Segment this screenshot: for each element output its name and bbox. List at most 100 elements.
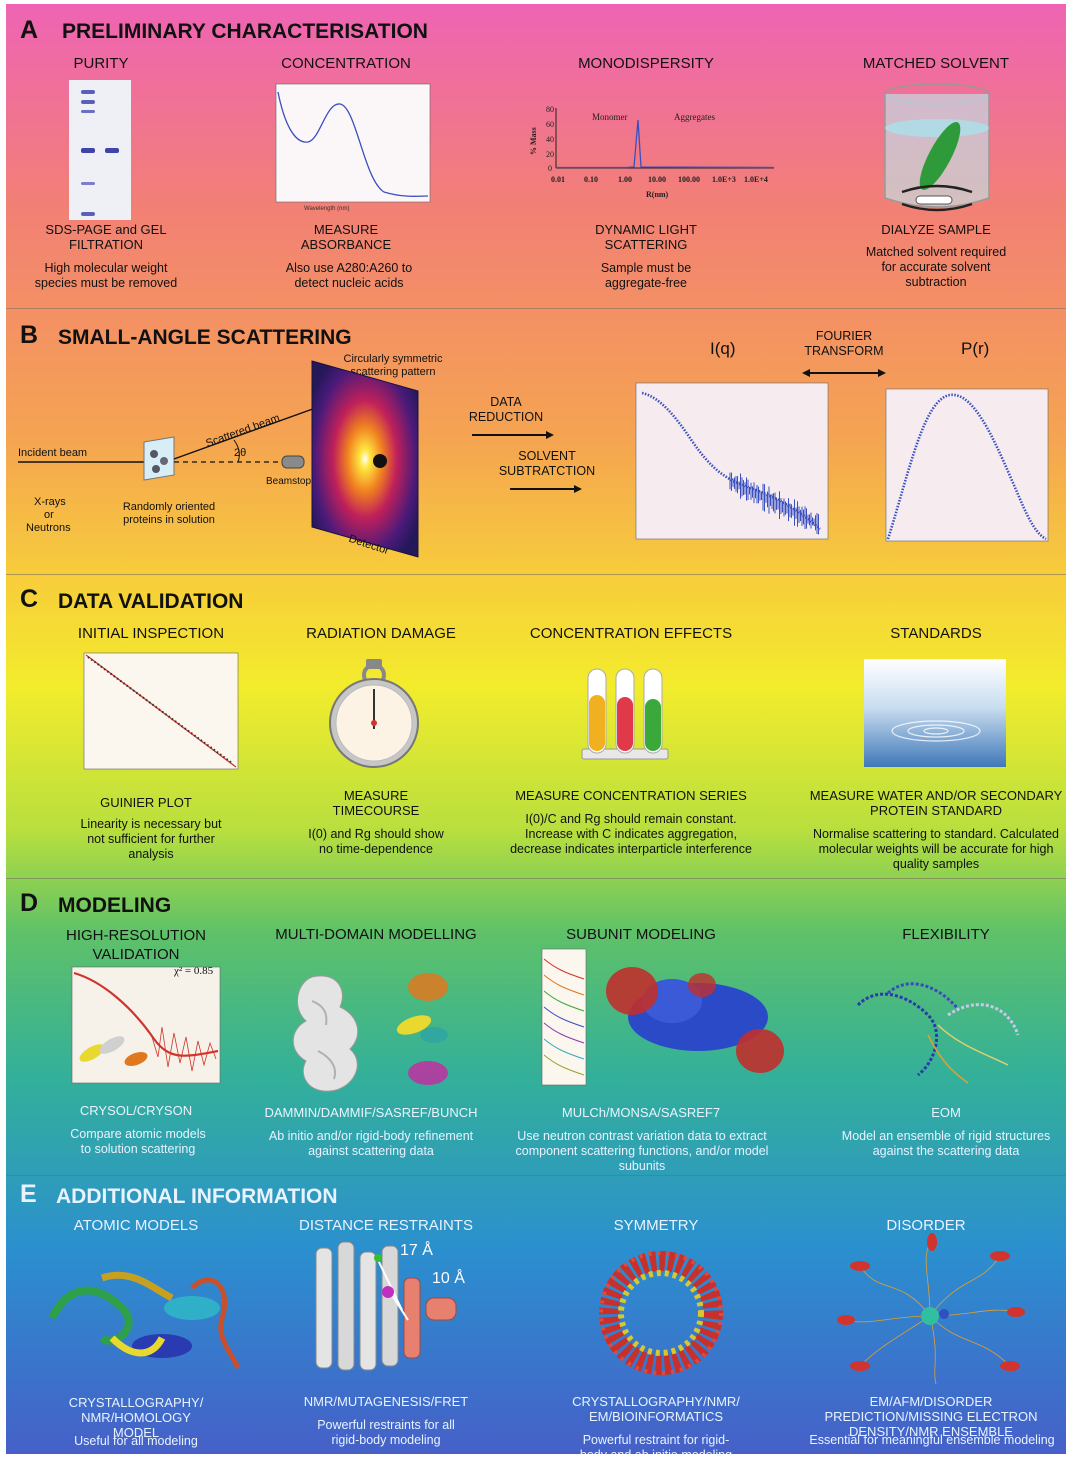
col-title-multi-domain-modelling: MULTI-DOMAIN MODELLING xyxy=(275,926,477,943)
svg-text:Wavelength (nm): Wavelength (nm) xyxy=(304,206,349,212)
stopwatch-icon xyxy=(329,659,419,768)
atomic-models-method: CRYSTALLOGRAPHY/ NMR/HOMOLOGY MODEL xyxy=(68,1395,204,1440)
section-e: E ADDITIONAL INFORMATION ATOMIC MODELS D… xyxy=(6,1176,1066,1454)
distance-10-label: 10 Å xyxy=(432,1270,465,1287)
domain-cartoon xyxy=(396,973,448,1085)
distance-restraints-method: NMR/MUTAGENESIS/FRET xyxy=(303,1394,469,1409)
section-divider xyxy=(6,308,1066,309)
two-theta-label: 2θ xyxy=(234,447,247,459)
col-title-monodispersity: MONODISPERSITY xyxy=(578,55,714,72)
section-divider xyxy=(6,574,1066,575)
dammin-desc: Ab initio and/or rigid-body refinement a… xyxy=(268,1129,474,1158)
col-title-symmetry: SYMMETRY xyxy=(613,1217,699,1234)
dammin-model xyxy=(292,975,359,1092)
dls-xlabel: R(nm) xyxy=(646,190,669,199)
symmetry-desc: Powerful restraint for rigid-body and ab… xyxy=(580,1433,732,1454)
col-title-purity: PURITY xyxy=(73,55,129,72)
flexibility-ensemble xyxy=(856,982,1020,1084)
concentration-effects-method: MEASURE CONCENTRATION SERIES xyxy=(515,788,747,803)
col-title-concentration-effects: CONCENTRATION EFFECTS xyxy=(529,625,733,642)
pr-label: P(r) xyxy=(961,339,990,358)
col-title-initial-inspection: INITIAL INSPECTION xyxy=(77,625,225,642)
section-letter: A xyxy=(20,16,39,44)
section-title: DATA VALIDATION xyxy=(58,590,244,613)
col-title-standards: STANDARDS xyxy=(890,625,982,642)
section-title: MODELING xyxy=(58,894,172,917)
fourier-transform-label: FOURIER TRANSFORM xyxy=(804,329,884,358)
figure-panel: A PRELIMINARY CHARACTERISATION PURITY CO… xyxy=(6,4,1066,1454)
eom-desc: Model an ensemble of rigid structures ag… xyxy=(841,1129,1051,1158)
dammin-method: DAMMIN/DAMMIF/SASREF/BUNCH xyxy=(264,1105,478,1120)
col-title-disorder: DISORDER xyxy=(886,1217,966,1234)
dls-xtick: 100.00 xyxy=(678,175,700,184)
radiation-damage-method: MEASURE TIMECOURSE xyxy=(332,788,420,818)
disorder-method: EM/AFM/DISORDER PREDICTION/MISSING ELECT… xyxy=(824,1394,1038,1439)
or-label: or xyxy=(44,509,54,521)
col-title-radiation-damage: RADIATION DAMAGE xyxy=(306,625,456,642)
beaker-image xyxy=(884,83,990,212)
subunit-complex-model xyxy=(606,967,784,1073)
section-letter: E xyxy=(20,1180,37,1208)
solvent-subtraction-label: SOLVENT SUBTRATCTION xyxy=(498,449,596,478)
concentration-effects-desc: I(0)/C and Rg should remain constant. In… xyxy=(510,812,752,856)
dls-xtick: 1.0E+3 xyxy=(712,175,736,184)
dls-xtick: 0.10 xyxy=(584,175,598,184)
section-title: ADDITIONAL INFORMATION xyxy=(56,1185,338,1208)
section-b: B SMALL-ANGLE SCATTERING Incident beam X… xyxy=(6,309,1066,574)
section-c: C DATA VALIDATION INITIAL INSPECTION RAD… xyxy=(6,575,1066,878)
section-d: D MODELING HIGH-RESOLUTION VALIDATION MU… xyxy=(6,879,1066,1175)
eom-method: EOM xyxy=(931,1105,961,1120)
dls-ytick: 80 xyxy=(546,105,554,114)
crysol-desc: Compare atomic models to solution scatte… xyxy=(70,1127,206,1156)
iq-label: I(q) xyxy=(710,339,736,358)
white-helices xyxy=(315,1241,399,1371)
incident-beam-label: Incident beam xyxy=(18,447,88,459)
contrast-series-plot xyxy=(541,948,587,1086)
circular-pattern-label: Circularly symmetric scattering pattern xyxy=(343,353,443,378)
chi-square-label: χ² = 0.85 xyxy=(174,965,214,977)
dls-ylabel: % Mass xyxy=(529,127,538,155)
section-letter: B xyxy=(20,321,39,349)
mulch-method: MULCh/MONSA/SASREF7 xyxy=(561,1105,721,1120)
section-letter: C xyxy=(20,585,39,613)
pr-plot xyxy=(885,388,1049,542)
concentration-desc: Also use A280:A260 to detect nucleic aci… xyxy=(285,261,413,290)
section-letter: D xyxy=(20,889,39,917)
monodispersity-desc: Sample must be aggregate-free xyxy=(600,261,692,290)
mulch-desc: Use neutron contrast variation data to e… xyxy=(515,1129,769,1173)
dls-ytick: 60 xyxy=(546,120,554,129)
dls-ytick: 40 xyxy=(546,135,554,144)
col-title-matched-solvent: MATCHED SOLVENT xyxy=(862,55,1010,72)
col-title-concentration: CONCENTRATION xyxy=(281,55,411,72)
symmetry-method: CRYSTALLOGRAPHY/NMR/ EM/BIOINFORMATICS xyxy=(572,1394,740,1424)
standards-method: MEASURE WATER AND/OR SECONDARY PROTEIN S… xyxy=(809,788,1063,818)
purity-desc: High molecular weight species must be re… xyxy=(34,261,178,290)
disorder-ensemble xyxy=(837,1233,1025,1385)
detector-image xyxy=(311,360,419,558)
col-title-distance-restraints: DISTANCE RESTRAINTS xyxy=(299,1217,473,1234)
concentration-method: MEASURE ABSORBANCE xyxy=(300,222,392,252)
neutrons-label: Neutrons xyxy=(26,522,71,534)
xrays-label: X-rays xyxy=(34,496,66,508)
crysol-fit-plot xyxy=(71,966,221,1084)
dls-xtick: 0.01 xyxy=(551,175,565,184)
crysol-method: CRYSOL/CRYSON xyxy=(79,1103,193,1118)
dls-ytick: 0 xyxy=(548,164,552,173)
scattering-geometry xyxy=(18,393,354,481)
dls-ytick: 20 xyxy=(546,150,554,159)
dls-xtick: 1.0E+4 xyxy=(744,175,768,184)
distance-17-label: 17 Å xyxy=(400,1242,433,1259)
data-reduction-label: DATA REDUCTION xyxy=(468,395,544,424)
random-proteins-label: Randomly oriented proteins in solution xyxy=(122,501,216,526)
symmetry-ring-model xyxy=(599,1251,723,1375)
dls-xtick: 1.00 xyxy=(618,175,632,184)
matched-solvent-desc: Matched solvent required for accurate so… xyxy=(865,245,1007,289)
distance-restraints-desc: Powerful restraints for all rigid-body m… xyxy=(317,1418,455,1447)
col-title-atomic-models: ATOMIC MODELS xyxy=(73,1217,199,1234)
beamstop-label: Beamstop xyxy=(266,476,312,487)
matched-solvent-method: DIALYZE SAMPLE xyxy=(881,222,991,237)
monodispersity-method: DYNAMIC LIGHT SCATTERING xyxy=(595,222,697,252)
radiation-damage-desc: I(0) and Rg should show no time-dependen… xyxy=(308,827,444,856)
section-divider xyxy=(6,1175,1066,1176)
section-title: SMALL-ANGLE SCATTERING xyxy=(58,326,352,349)
